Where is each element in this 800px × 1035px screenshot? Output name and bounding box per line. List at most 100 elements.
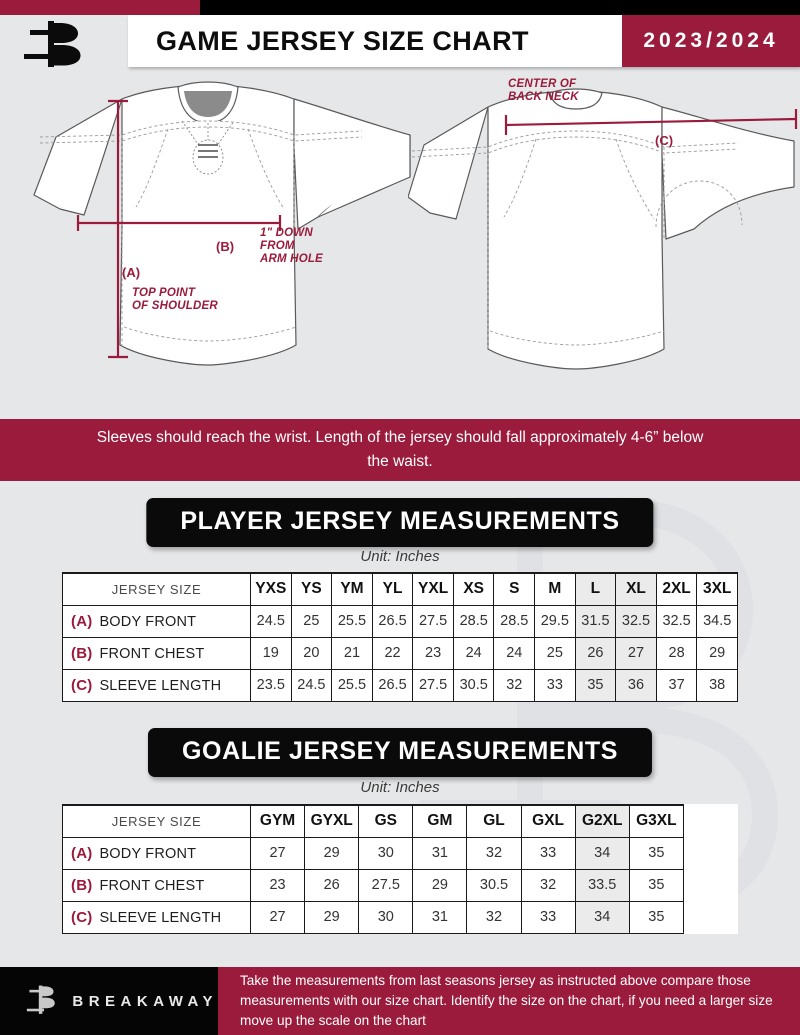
player-size-header: S [493,572,536,606]
player-table-header-row: JERSEY SIZE YXS YS YM YL YXL XS S M L XL 2XL 3XL [62,572,738,606]
goalie-table-header-row: JERSEY SIZE GYM GYXL GS GM GL GXL G2XL G3XL [62,804,738,838]
fit-note-text: Sleeves should reach the wrist. Length o… [96,429,704,470]
goalie-empty-cell [683,869,737,901]
player-table-body: (A) BODY FRONT 24.5 25 25.5 26.5 27.5 28.5 28.5 2… [62,604,738,702]
goalie-empty-cell [683,901,737,933]
player-value-cell: 25 [534,636,576,670]
player-value-cell: 19 [250,636,292,670]
player-value-cell: 36 [615,668,657,702]
player-measurements-table: JERSEY SIZE YXS YS YM YL YXL XS S M L XL 2XL 3XL (A… [62,572,738,702]
player-value-cell: 32.5 [655,604,698,638]
player-row-label: (C) SLEEVE LENGTH [62,668,251,702]
goalie-value-cell: 35 [628,836,684,870]
player-value-cell: 27.5 [412,604,454,638]
measurement-tag: (A) [71,844,93,862]
measurement-name: SLEEVE LENGTH [99,909,222,926]
player-value-cell: 26.5 [371,668,414,702]
goalie-value-cell: 27.5 [358,868,414,902]
player-size-header: YXS [250,572,292,606]
label-a: (A) [122,265,141,280]
jersey-front-illustration [33,81,411,366]
footer-brand-name: BREAKAWAY [72,992,218,1010]
player-size-header: 3XL [696,572,738,606]
goalie-value-cell: 32 [466,900,522,934]
goalie-value-cell: 27 [249,836,306,870]
goalie-size-header: GYM [249,804,306,838]
player-value-cell: 30.5 [452,668,495,702]
goalie-value-cell: 34 [574,836,630,870]
goalie-value-cell: 33 [520,900,576,934]
goalie-size-header: G3XL [628,804,684,838]
player-value-cell: 34.5 [696,604,738,638]
goalie-unit-label: Unit: Inches [360,779,440,796]
goalie-row-label: (B) FRONT CHEST [62,868,251,902]
goalie-value-cell: 30 [358,900,414,934]
table-row: (B) FRONT CHEST 19 20 21 22 23 24 24 25 26 27 28 29 [62,636,738,670]
player-value-cell: 22 [371,636,414,670]
player-row-label: (B) FRONT CHEST [62,636,251,670]
player-row-label: (A) BODY FRONT [62,604,251,638]
page-footer: BREAKAWAY Take the measurements from las… [0,967,800,1035]
player-size-header: 2XL [655,572,698,606]
player-value-cell: 38 [696,668,738,702]
player-size-label-header: JERSEY SIZE [62,572,251,606]
goalie-value-cell: 29 [304,836,360,870]
measurement-name: FRONT CHEST [99,877,205,894]
goalie-value-cell: 32 [466,836,522,870]
player-value-cell: 24 [452,636,495,670]
jersey-diagram-section: CENTER OF BACK NECK (C) 1" DOWN FROM ARM… [0,67,800,419]
player-value-cell: 31.5 [574,604,617,638]
player-value-cell: 32 [493,668,536,702]
player-size-header: YS [290,572,333,606]
goalie-measurements-table-wrap: JERSEY SIZE GYM GYXL GS GM GL GXL G2XL G3XL (A)… [62,804,738,934]
label-c: (C) [655,133,674,148]
measurement-tag: (B) [71,876,93,894]
goalie-value-cell: 23 [249,868,306,902]
player-value-cell: 28.5 [452,604,495,638]
player-value-cell: 32.5 [615,604,657,638]
footer-brand: BREAKAWAY [0,967,218,1035]
player-value-cell: 28 [655,636,698,670]
table-row: (C) SLEEVE LENGTH 23.5 24.5 25.5 26.5 27.5 30.5… [62,668,738,702]
player-size-header: M [534,572,576,606]
jersey-back-illustration [408,88,798,370]
top-strip-black [200,0,800,15]
goalie-size-header: GM [412,804,468,838]
season-badge: 2023/2024 [622,15,800,67]
player-size-header: YM [331,572,373,606]
goalie-value-cell: 32 [520,868,576,902]
goalie-table-body: (A) BODY FRONT 27 29 30 31 32 33 34 35 (B) FRONT CH… [62,836,738,934]
goalie-measurements-table: JERSEY SIZE GYM GYXL GS GM GL GXL G2XL G3XL (A)… [62,804,738,934]
player-value-cell: 24 [493,636,536,670]
player-value-cell: 27 [615,636,657,670]
goalie-value-cell: 30 [358,836,414,870]
player-value-cell: 23.5 [250,668,292,702]
annotation-one-inch-down: 1" DOWN FROM ARM HOLE [260,227,323,265]
table-row: (C) SLEEVE LENGTH 27 29 30 31 32 33 34 35 [62,900,738,934]
goalie-value-cell: 35 [628,900,684,934]
header-title-bar: GAME JERSEY SIZE CHART 2023/2024 [128,15,800,67]
breakaway-b-logo-icon [24,21,81,67]
goalie-value-cell: 34 [574,900,630,934]
measurement-tag: (B) [71,644,93,662]
table-row: (B) FRONT CHEST 23 26 27.5 29 30.5 32 33.5 35 [62,868,738,902]
goalie-row-label: (C) SLEEVE LENGTH [62,900,251,934]
goalie-size-header: GS [358,804,414,838]
player-value-cell: 33 [534,668,576,702]
goalie-empty-header [683,805,737,837]
goalie-value-cell: 27 [249,900,306,934]
player-measurements-table-wrap: JERSEY SIZE YXS YS YM YL YXL XS S M L XL 2XL 3XL (A… [62,572,738,702]
page-title: GAME JERSEY SIZE CHART [128,15,622,67]
label-b: (B) [216,239,235,254]
player-size-header: XL [615,572,657,606]
measurement-name: FRONT CHEST [99,645,205,662]
breakaway-b-logo-icon-footer [26,985,55,1014]
player-value-cell: 26 [574,636,617,670]
fit-note-band: Sleeves should reach the wrist. Length o… [0,419,800,481]
player-value-cell: 25 [290,604,333,638]
player-value-cell: 35 [574,668,617,702]
goalie-size-header: GXL [520,804,576,838]
goalie-value-cell: 30.5 [466,868,522,902]
player-size-header: XS [452,572,495,606]
